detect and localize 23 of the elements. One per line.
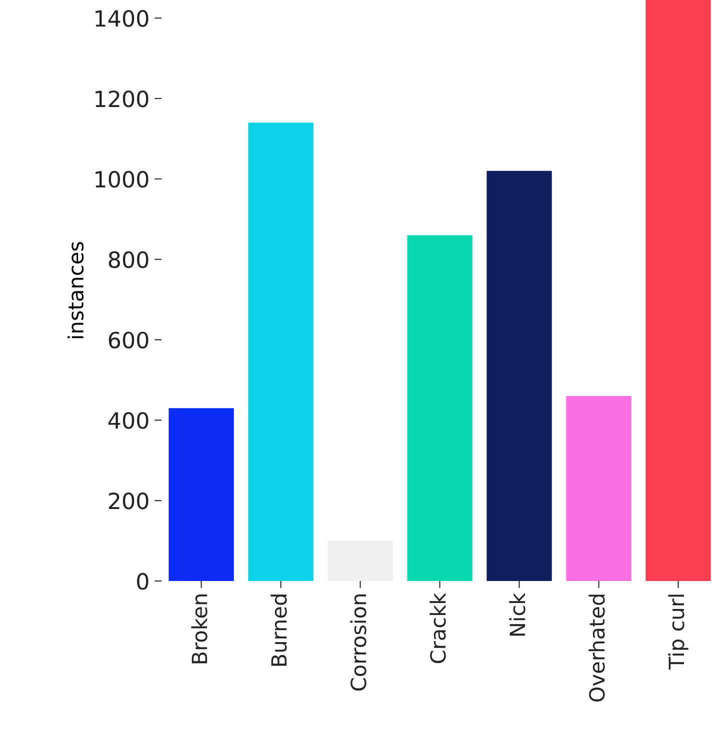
y-tick-label: 1400 bbox=[96, 10, 148, 27]
bar bbox=[646, 0, 711, 581]
x-tick-label: Broken bbox=[191, 594, 208, 664]
bar bbox=[328, 540, 393, 581]
bar bbox=[168, 408, 234, 581]
y-tick-label: 200 bbox=[108, 492, 148, 510]
y-tick-label: 0 bbox=[137, 572, 148, 590]
x-tick-label: Tip curl bbox=[668, 594, 688, 670]
bar bbox=[407, 235, 472, 581]
y-tick-label: 600 bbox=[108, 332, 148, 349]
bar bbox=[566, 396, 632, 581]
y-tick-label: 400 bbox=[108, 412, 148, 429]
x-tick-label: Overhated bbox=[588, 594, 605, 702]
y-tick-label: 1200 bbox=[96, 90, 148, 108]
y-tick-label: 1000 bbox=[96, 170, 148, 188]
x-tick-label: Nick bbox=[509, 592, 526, 636]
y-axis-title: instances bbox=[67, 242, 84, 338]
x-tick-label: Corrosion bbox=[350, 594, 366, 691]
x-tick-label: Burned bbox=[270, 594, 287, 666]
y-tick-label: 800 bbox=[108, 251, 148, 268]
bar bbox=[486, 170, 552, 581]
x-tick-label: Crackk bbox=[430, 592, 446, 664]
bar bbox=[248, 122, 314, 581]
